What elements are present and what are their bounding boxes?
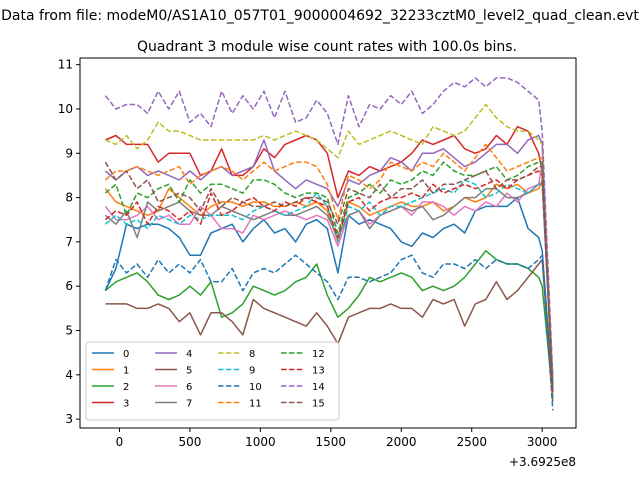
series-line-0 xyxy=(104,196,554,393)
legend-label-4: 4 xyxy=(186,349,192,360)
legend-label-1: 1 xyxy=(123,366,129,377)
series-line-2 xyxy=(104,250,554,398)
series-line-14 xyxy=(104,77,554,380)
y-tick-label: 10 xyxy=(58,102,73,116)
y-tick-label: 3 xyxy=(65,412,73,426)
legend-label-12: 12 xyxy=(312,349,325,360)
plot-frame xyxy=(79,57,577,429)
y-tick-label: 8 xyxy=(65,191,73,205)
series-line-13 xyxy=(104,170,554,393)
x-tick-label: 2500 xyxy=(456,435,487,449)
legend-label-13: 13 xyxy=(312,366,325,377)
legend-label-3: 3 xyxy=(123,399,129,410)
legend-label-6: 6 xyxy=(186,382,192,393)
y-tick-label: 9 xyxy=(65,146,73,160)
series-line-4 xyxy=(104,134,554,389)
x-tick-label: 0 xyxy=(116,435,124,449)
chart-suptitle: Data from file: modeM0/AS1A10_057T01_900… xyxy=(1,8,639,24)
legend-box xyxy=(85,341,340,421)
legend-label-10: 10 xyxy=(249,382,262,393)
x-tick-label: 500 xyxy=(178,435,201,449)
legend-label-11: 11 xyxy=(249,399,262,410)
x-tick-label: 1000 xyxy=(245,435,276,449)
y-tick-label: 7 xyxy=(65,235,73,249)
series-line-6 xyxy=(104,161,554,380)
series-line-3 xyxy=(105,125,554,384)
series-line-15 xyxy=(104,161,554,393)
legend-label-7: 7 xyxy=(186,399,192,410)
series-line-12 xyxy=(104,161,554,389)
legend-label-0: 0 xyxy=(123,349,129,360)
legend-label-15: 15 xyxy=(312,399,325,410)
series-line-8 xyxy=(105,103,554,375)
y-tick-label: 5 xyxy=(65,324,73,338)
x-offset-label: +3.6925e8 xyxy=(509,455,576,469)
y-tick-label: 4 xyxy=(65,368,73,382)
chart-title: Quadrant 3 module wise count rates with … xyxy=(137,39,517,55)
x-tick-label: 3000 xyxy=(527,435,558,449)
legend-label-14: 14 xyxy=(312,382,325,393)
x-tick-label: 1500 xyxy=(316,435,347,449)
series-line-11 xyxy=(104,143,554,393)
y-tick-label: 11 xyxy=(58,58,73,72)
legend-label-2: 2 xyxy=(123,382,129,393)
x-axis: 0 500 1000 1500 2000 2500 3000 xyxy=(116,428,558,449)
legend-label-9: 9 xyxy=(249,366,255,377)
series-line-5 xyxy=(105,258,554,402)
y-axis: 3 4 5 6 7 8 9 10 11 xyxy=(58,58,80,426)
plot-lines xyxy=(104,77,554,411)
x-tick-label: 2000 xyxy=(386,435,417,449)
legend-label-8: 8 xyxy=(249,349,255,360)
legend-label-5: 5 xyxy=(186,366,192,377)
y-tick-label: 6 xyxy=(65,279,73,293)
